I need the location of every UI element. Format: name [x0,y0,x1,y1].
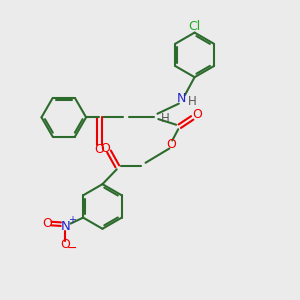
Text: O: O [193,108,202,121]
Text: O: O [42,217,52,230]
Text: O: O [100,142,110,155]
Text: N: N [60,220,70,233]
Text: O: O [166,138,176,151]
Text: O: O [60,238,70,251]
Text: N: N [176,92,186,105]
Text: Cl: Cl [188,20,201,33]
Text: O: O [94,142,104,156]
Text: +: + [68,215,76,225]
Text: H: H [188,95,197,108]
Text: −: − [67,242,77,254]
Text: H: H [161,112,170,125]
